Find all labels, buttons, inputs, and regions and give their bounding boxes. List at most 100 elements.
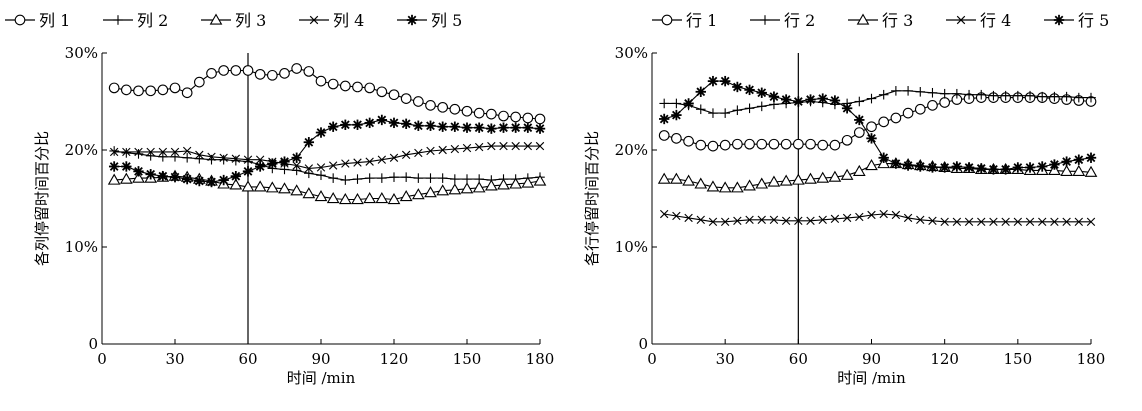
series-5-point [744, 84, 755, 96]
series-4-point [745, 215, 754, 225]
series-4-point [964, 217, 974, 226]
series-2-point [1025, 90, 1035, 101]
series-4-point [794, 216, 803, 225]
series-1-point [449, 103, 461, 115]
legend-item-2: 行 2 [750, 11, 815, 30]
series-1-point [939, 97, 951, 108]
legend: 行 1 行 2 行 3 行 4 行 5 [652, 11, 1109, 30]
legend-label: 行 4 [980, 11, 1011, 30]
legend-label: 列 5 [431, 11, 462, 30]
series-1-point [315, 75, 327, 87]
series-5-point [829, 95, 841, 106]
legend-label: 列 3 [235, 11, 266, 30]
series-1-point [707, 140, 719, 152]
series-2-point [231, 155, 241, 166]
series-3-point [302, 187, 316, 199]
series-2-point [304, 168, 314, 179]
series-3-point [107, 173, 121, 185]
series-4-point [535, 141, 545, 151]
series-4-point [769, 215, 779, 225]
series-3-point [424, 186, 437, 198]
series-2-point [952, 88, 962, 99]
y-tick-label: 20% [65, 141, 98, 159]
series-4-point [523, 141, 533, 151]
series-5 [108, 114, 546, 188]
x-tick-label: 60 [789, 350, 808, 368]
series-3-point [411, 188, 425, 200]
series-4-point [450, 144, 460, 154]
series-4-point [170, 147, 180, 157]
series-1-point [695, 139, 707, 151]
series-4-point [842, 213, 852, 223]
series-1-point [792, 138, 804, 150]
series-2-point [1013, 90, 1023, 101]
series-1-point [866, 121, 877, 133]
series-4-point [426, 146, 435, 156]
series-1-point [902, 107, 914, 119]
series-5-point [817, 93, 828, 104]
series-2-point [1074, 92, 1084, 103]
series-5-point [388, 117, 400, 129]
series-4-point [1038, 217, 1047, 226]
series-1-point [303, 66, 315, 77]
series-5-point [230, 170, 242, 182]
series-3-point [497, 178, 510, 190]
series-2-point [121, 148, 132, 158]
series-2-point [756, 101, 767, 112]
series-5-point [1061, 156, 1072, 167]
series-1-point [522, 112, 534, 124]
series-1-point [658, 130, 670, 141]
series-2-point [854, 96, 865, 107]
series-2-point [976, 89, 987, 100]
series-5-point [963, 162, 975, 173]
x-tick-label: 0 [647, 350, 657, 368]
y-tick-label: 10% [65, 238, 98, 256]
series-1-point [169, 82, 181, 94]
series-5-point [866, 133, 877, 144]
series-2-point [732, 105, 743, 116]
series-2-point [915, 87, 926, 97]
series-1-point [291, 63, 303, 74]
series-3-point [521, 176, 535, 188]
series-5-point [1037, 161, 1048, 172]
legend: 列 1 列 2 列 3 列 4 列 5 [5, 11, 462, 30]
series-2-point [437, 173, 448, 183]
series-4-point [867, 210, 876, 220]
series-2-point [352, 174, 363, 184]
series-5-point [218, 174, 229, 186]
series-2-point [243, 156, 253, 167]
series-2-point [182, 152, 192, 163]
series-3-point [718, 181, 732, 193]
x-axis-label: 时间 /min [837, 369, 906, 387]
series-5-point [534, 123, 546, 134]
series-3-point [375, 191, 389, 204]
series-5-point [291, 152, 302, 163]
series-5-point [1049, 159, 1060, 170]
series-4-line [114, 145, 540, 169]
series-5-point [400, 118, 412, 130]
y-tick-label: 30% [615, 44, 648, 62]
series-4-point [182, 146, 192, 156]
series-1-point [279, 68, 290, 79]
series-1-point [829, 139, 841, 151]
series-3-point [670, 172, 683, 184]
series-4-point [377, 155, 387, 164]
series-5-point [315, 127, 327, 138]
series-3-point [484, 179, 498, 191]
series-5-point [169, 171, 181, 183]
series-4-point [158, 147, 168, 157]
series-5-point [413, 120, 424, 131]
series-2-point [158, 151, 168, 162]
series-5-point [194, 175, 205, 187]
series-5-point [340, 119, 351, 130]
series-4-point [207, 152, 216, 161]
series-2-point [109, 146, 119, 156]
series-2-point [1000, 90, 1011, 101]
series-4-point [818, 215, 827, 225]
series-3-point [326, 191, 340, 204]
legend-marker [406, 14, 418, 26]
series-5-point [352, 119, 363, 130]
series-1-point [242, 65, 254, 76]
series-2-point [659, 98, 669, 109]
series-1-point [732, 138, 743, 150]
